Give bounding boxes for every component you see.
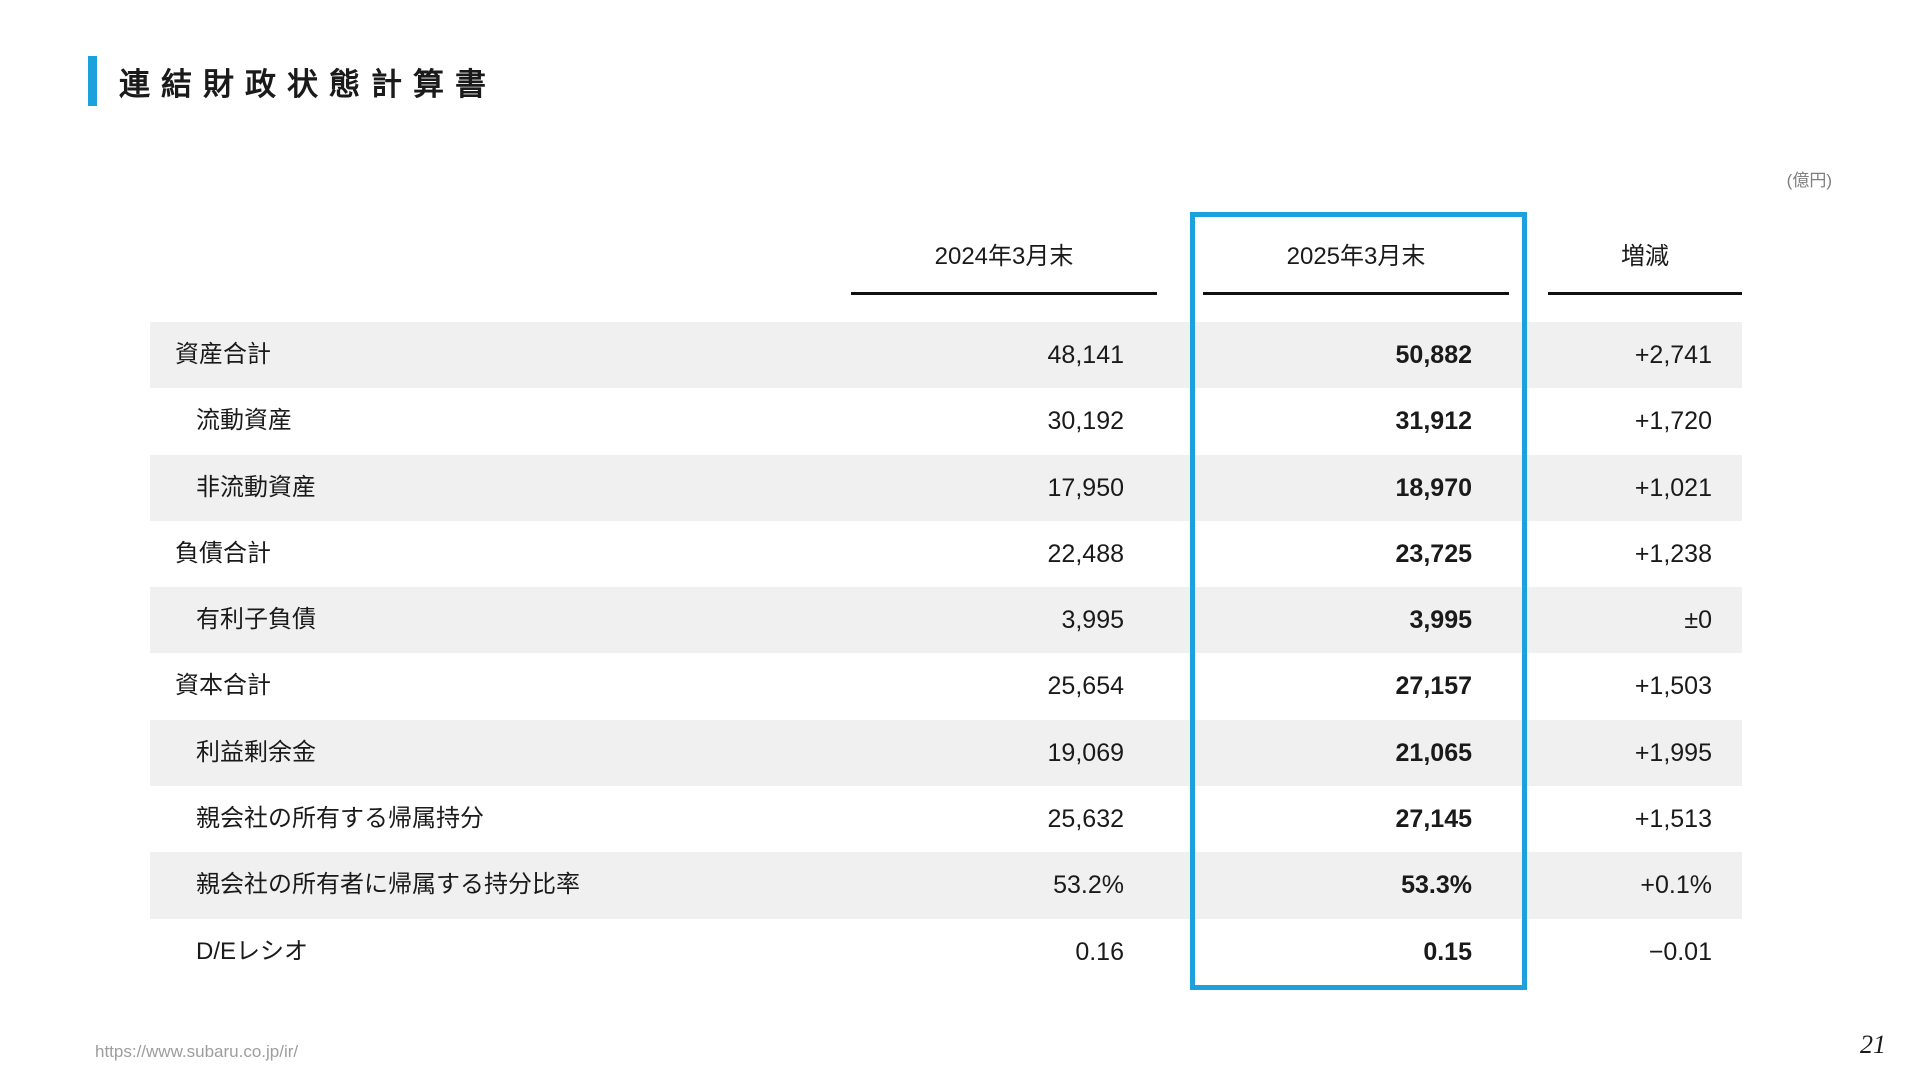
value-2024: 19,069 [1047, 738, 1124, 767]
value-change: +1,021 [1634, 473, 1712, 502]
table-row: 利益剰余金 19,069 21,065 +1,995 [150, 719, 1742, 787]
table-body: 資産合計 48,141 50,882 +2,741 流動資産 30,192 31… [150, 322, 1742, 985]
value-2024: 22,488 [1047, 539, 1124, 568]
value-change: +2,741 [1634, 341, 1712, 369]
row-label: D/Eレシオ [196, 937, 309, 965]
value-2024: 17,950 [1047, 473, 1124, 502]
value-2024: 3,995 [1061, 606, 1124, 635]
value-2025: 50,882 [1395, 341, 1472, 369]
row-label: 有利子負債 [196, 606, 316, 634]
value-change: +0.1% [1640, 871, 1712, 900]
table-row: 親会社の所有者に帰属する持分比率 53.2% 53.3% +0.1% [150, 852, 1742, 919]
column-underline-change [1548, 292, 1742, 295]
value-change: +1,238 [1634, 539, 1712, 568]
value-2025: 53.3% [1401, 871, 1472, 900]
column-header-2025: 2025年3月末 [1286, 243, 1426, 270]
table-row: 有利子負債 3,995 3,995 ±0 [150, 587, 1742, 654]
value-2024: 53.2% [1053, 871, 1124, 900]
row-label: 親会社の所有者に帰属する持分比率 [196, 871, 580, 899]
table-row: D/Eレシオ 0.16 0.15 −0.01 [150, 918, 1742, 985]
value-change: +1,503 [1634, 672, 1712, 701]
column-underline-2024 [851, 292, 1157, 295]
table-row: 親会社の所有する帰属持分 25,632 27,145 +1,513 [150, 786, 1742, 853]
value-2025: 0.15 [1423, 937, 1472, 966]
value-2025: 21,065 [1395, 738, 1472, 767]
value-2024: 0.16 [1075, 937, 1124, 966]
value-2024: 25,632 [1047, 805, 1124, 834]
value-change: ±0 [1684, 606, 1712, 635]
value-change: +1,995 [1634, 738, 1712, 767]
table-row: 資本合計 25,654 27,157 +1,503 [150, 653, 1742, 720]
value-change: +1,513 [1634, 805, 1712, 834]
page-title: 連結財政状態計算書 [119, 66, 497, 102]
row-label: 親会社の所有する帰属持分 [196, 805, 484, 833]
row-label: 流動資産 [196, 407, 292, 435]
value-2025: 23,725 [1395, 539, 1472, 568]
column-header-2024: 2024年3月末 [934, 243, 1074, 270]
row-label: 資本合計 [175, 672, 271, 700]
column-header-change: 増減 [1621, 243, 1669, 270]
row-label: 資産合計 [175, 341, 271, 368]
value-2024: 30,192 [1047, 407, 1124, 436]
value-2025: 18,970 [1395, 473, 1472, 502]
table-row: 負債合計 22,488 23,725 +1,238 [150, 520, 1742, 588]
title-accent-bar [88, 56, 97, 106]
footer-url: https://www.subaru.co.jp/ir/ [95, 1042, 299, 1061]
row-label: 利益剰余金 [196, 738, 316, 766]
table-row: 資産合計 48,141 50,882 +2,741 [150, 322, 1742, 389]
value-2024: 25,654 [1047, 672, 1124, 701]
value-change: +1,720 [1634, 407, 1712, 436]
row-label: 負債合計 [175, 539, 271, 567]
value-2025: 27,145 [1395, 805, 1472, 834]
value-2025: 27,157 [1395, 672, 1472, 701]
value-change: −0.01 [1648, 937, 1712, 966]
table-row: 流動資産 30,192 31,912 +1,720 [150, 388, 1742, 455]
value-2025: 3,995 [1409, 606, 1472, 635]
value-2024: 48,141 [1047, 341, 1124, 369]
unit-note: (億円) [1786, 171, 1832, 190]
value-2025: 31,912 [1395, 407, 1472, 436]
page-number: 21 [1860, 1030, 1886, 1059]
slide-title-block: 連結財政状態計算書 [88, 56, 497, 106]
column-underline-2025 [1203, 292, 1509, 295]
row-label: 非流動資産 [196, 473, 316, 501]
table-row: 非流動資産 17,950 18,970 +1,021 [150, 454, 1742, 521]
